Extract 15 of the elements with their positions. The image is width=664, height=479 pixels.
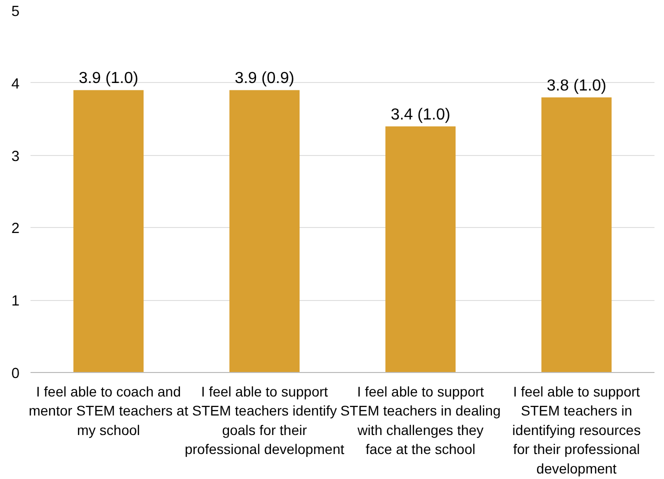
- bar: [541, 97, 612, 372]
- data-label: 3.4 (1.0): [390, 106, 450, 124]
- data-label: 3.9 (1.0): [78, 70, 138, 88]
- bar: [73, 90, 144, 372]
- bar: [229, 90, 300, 372]
- y-tick-label: 2: [11, 221, 20, 238]
- y-tick-label: 1: [11, 294, 20, 310]
- data-label: 3.8 (1.0): [546, 77, 606, 94]
- data-label: 3.9 (0.9): [234, 70, 294, 88]
- y-tick-label: 5: [11, 4, 20, 20]
- bar: [385, 126, 456, 372]
- x-tick-label: I feel able to support STEM teachers in identifying resources for their professional development: [512, 384, 641, 476]
- y-tick-label: 3: [11, 148, 20, 165]
- y-tick-label: 4: [11, 76, 20, 92]
- y-tick-label: 0: [11, 366, 20, 382]
